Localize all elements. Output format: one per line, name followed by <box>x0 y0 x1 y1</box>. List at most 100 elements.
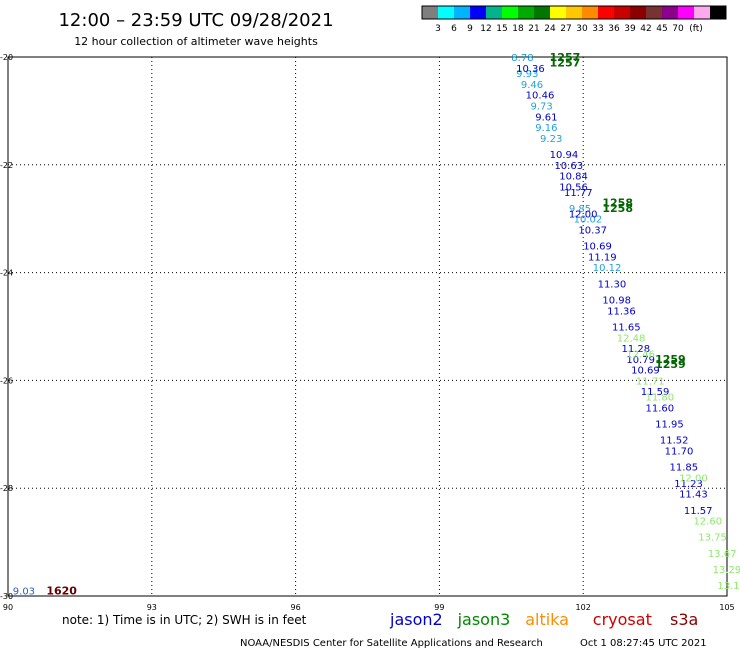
swh-value: 11.19 <box>588 252 617 263</box>
colorbar-label: 33 <box>592 24 603 34</box>
legend-cryosat: cryosat <box>593 610 652 629</box>
swh-value: 12.00 <box>679 473 708 484</box>
colorbar-swatch <box>662 6 678 19</box>
swh-value: 11.23 <box>674 479 703 490</box>
colorbar-label: 70 <box>672 24 684 34</box>
colorbar-swatch <box>566 6 582 19</box>
swh-value: 11.85 <box>669 463 698 474</box>
swh-value: 12.48 <box>617 333 646 344</box>
colorbar-swatch <box>486 6 502 19</box>
colorbar-border <box>421 5 727 20</box>
colorbar-swatch <box>550 6 566 19</box>
swh-value: 11.60 <box>646 403 675 414</box>
time-label: 1259 <box>655 358 686 371</box>
swh-value: 12.00 <box>569 209 598 220</box>
swh-value: 10.12 <box>593 263 622 274</box>
swh-value: 9.23 <box>540 134 562 145</box>
swh-value: 9.73 <box>530 102 552 113</box>
plot-frame <box>7 56 728 597</box>
swh-value: 11.43 <box>679 490 708 501</box>
colorbar-swatch <box>614 6 630 19</box>
colorbar-swatch <box>518 6 534 19</box>
colorbar-swatch <box>630 6 646 19</box>
swh-value: 11.95 <box>655 420 684 431</box>
swh-value: 10.94 <box>550 150 579 161</box>
swh-value: 9.16 <box>535 123 557 134</box>
colorbar-label: 42 <box>640 24 651 34</box>
swh-value: 12.60 <box>693 517 722 528</box>
swh-value: 9.46 <box>521 80 543 91</box>
swh-value: 13.67 <box>708 549 737 560</box>
legend-altika: altika <box>525 610 569 629</box>
swh-value: 9.93 <box>516 69 538 80</box>
colorbar-label: 15 <box>496 24 507 34</box>
swh-value: 11.77 <box>564 188 593 199</box>
swh-value: 10.02 <box>574 215 603 226</box>
colorbar-swatch <box>694 6 710 19</box>
colorbar-swatch <box>582 6 598 19</box>
swh-value: 11.80 <box>646 393 675 404</box>
swh-value: 12.46 <box>626 349 655 360</box>
swh-value: 10.46 <box>526 91 555 102</box>
swh-value: 9.03 <box>13 587 35 598</box>
swh-value: 11.30 <box>598 279 627 290</box>
colorbar-label: 24 <box>544 24 556 34</box>
swh-value: 13.1 <box>717 581 739 592</box>
swh-value: 13.75 <box>698 533 727 544</box>
footer-note: note: 1) Time is in UTC; 2) SWH is in fe… <box>62 613 307 627</box>
legend-jason3: jason3 <box>457 610 511 629</box>
swh-value: 11.57 <box>684 506 713 517</box>
colorbar-label: 36 <box>608 24 620 34</box>
swh-value: 9.85 <box>569 204 591 215</box>
footer-credit: NOAA/NESDIS Center for Satellite Applica… <box>240 638 543 649</box>
y-tick-label: -22 <box>0 161 13 170</box>
colorbar-label: 9 <box>467 24 473 34</box>
swh-value: 8.78 <box>511 53 533 64</box>
colorbar-swatch <box>598 6 614 19</box>
colorbar-swatch <box>710 6 726 19</box>
x-tick-label: 102 <box>576 603 591 612</box>
y-tick-label: -20 <box>0 53 13 62</box>
time-label: 1257 <box>550 51 581 64</box>
swh-value: 10.69 <box>583 242 612 253</box>
swh-value: 11.36 <box>607 306 636 317</box>
x-tick-label: 93 <box>147 603 157 612</box>
colorbar-label: 45 <box>656 24 667 34</box>
colorbar-label: 21 <box>528 24 539 34</box>
colorbar-label: 39 <box>624 24 636 34</box>
chart-title: 12:00 – 23:59 UTC 09/28/2021 <box>58 10 333 31</box>
x-tick-labels: 90 93 96 99 102 105 <box>3 603 735 612</box>
swh-value: 13.29 <box>713 565 740 576</box>
colorbar-label: 6 <box>451 24 457 34</box>
colorbar-swatch <box>678 6 694 19</box>
colorbar-label: 18 <box>512 24 524 34</box>
time-label: 1257 <box>550 56 581 69</box>
y-tick-labels: -20 -22 -24 -26 -28 -30 <box>0 53 13 601</box>
colorbar: 3 6 9 12 15 18 21 24 27 30 33 36 39 42 45 70 (ft) <box>421 5 727 34</box>
colorbar-swatch <box>454 6 470 19</box>
colorbar-swatch <box>646 6 662 19</box>
chart-subtitle: 12 hour collection of altimeter wave hei… <box>74 35 318 48</box>
colorbar-swatch <box>422 6 438 19</box>
swh-value: 11.52 <box>660 436 689 447</box>
x-tick-label: 96 <box>291 603 301 612</box>
swh-value: 10.84 <box>559 172 588 183</box>
swh-value: 11.70 <box>665 446 694 457</box>
colorbar-label: (ft) <box>689 24 703 34</box>
swh-value: 9.61 <box>535 112 557 123</box>
x-tick-label: 99 <box>434 603 444 612</box>
time-label: 1258 <box>602 197 633 210</box>
swh-value: 11.59 <box>641 387 670 398</box>
colorbar-swatch <box>438 6 454 19</box>
swh-value: 11.65 <box>612 323 641 334</box>
colorbar-label: 3 <box>435 24 441 34</box>
swh-value: 10.98 <box>602 296 631 307</box>
y-tick-label: -26 <box>0 376 13 385</box>
x-tick-label: 105 <box>719 603 734 612</box>
swh-value: 11.28 <box>622 344 651 355</box>
colorbar-label: 27 <box>560 24 571 34</box>
legend-s3a: s3a <box>670 610 698 629</box>
